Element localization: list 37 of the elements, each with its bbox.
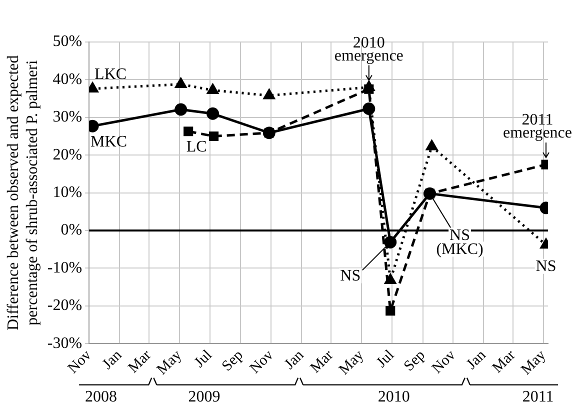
series-label: LKC [94, 66, 127, 83]
y-tick-label: 20% [52, 146, 82, 164]
x-tick-label: May [518, 346, 550, 378]
x-tick-label: Jan [282, 346, 308, 373]
y-tick-label: -10% [47, 259, 82, 276]
x-tick-label: Jan [464, 346, 490, 373]
x-tick-label: Jan [100, 346, 126, 373]
y-tick-label: 40% [52, 70, 82, 88]
y-tick-label: -20% [47, 297, 82, 314]
x-tick-label: Nov [429, 346, 460, 377]
x-tick-label: Nov [247, 346, 278, 377]
x2-tick-label: 2010 [378, 388, 410, 406]
y-tick-label: 30% [52, 108, 82, 126]
x-tick-label: May [154, 346, 186, 378]
y-tick-label: 0% [60, 222, 82, 239]
x-tick-label: Jul [374, 347, 398, 371]
series-label: MKC [90, 133, 127, 150]
series-label: LC [186, 138, 207, 156]
annotation: NS (MKC) [436, 226, 484, 258]
x-tick-label: May [336, 346, 368, 378]
y-axis-title: Difference between observed and expected percentage of shrub-associated P. palmeri [4, 55, 42, 330]
x-tick-label: Mar [126, 347, 155, 376]
x-tick-label: Sep [401, 347, 428, 375]
annotation: 2011 emergence [503, 112, 572, 142]
x-tick-label: Mar [490, 347, 519, 376]
annotation: NS [340, 267, 361, 284]
annotation: NS [536, 258, 556, 276]
y-tick-label: 50% [52, 33, 82, 50]
y-tick-label: 10% [52, 184, 82, 202]
x-tick-label: Jul [192, 347, 216, 371]
y-tick-label: -30% [47, 334, 82, 352]
annotation: 2010 emergence [334, 34, 404, 64]
x2-tick-label: 2008 [85, 388, 118, 406]
x2-tick-label: 2011 [522, 388, 554, 406]
x-tick-label: Mar [308, 347, 337, 376]
x2-tick-label: 2009 [188, 388, 220, 406]
x-tick-label: Sep [219, 347, 246, 375]
